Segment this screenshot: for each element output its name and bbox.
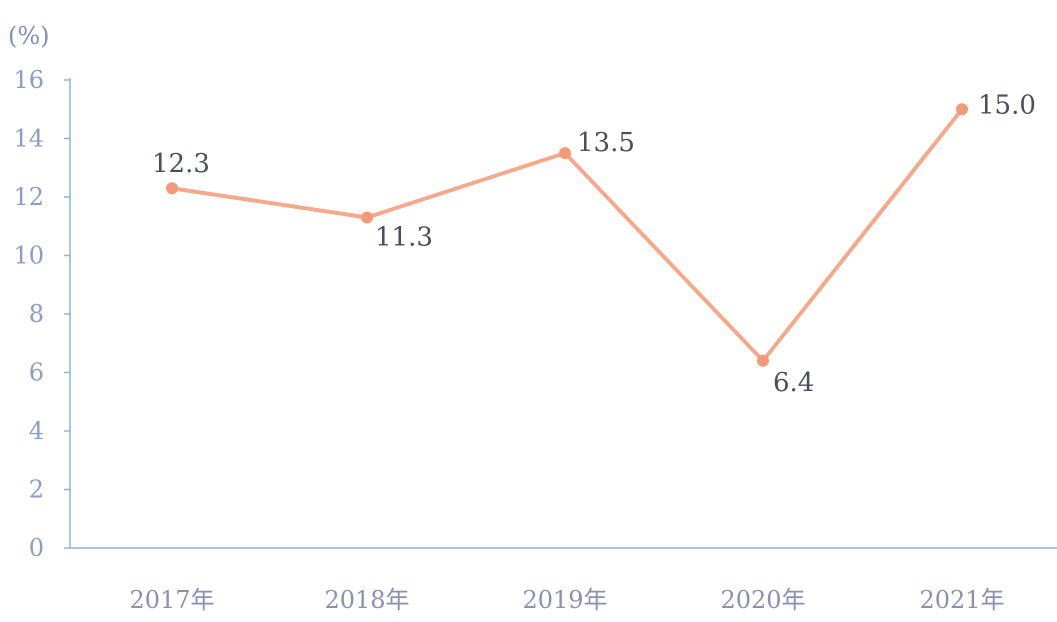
y-tick-label: 0 xyxy=(29,534,44,562)
data-point xyxy=(166,182,178,195)
y-tick-label: 16 xyxy=(13,66,44,94)
data-label: 6.4 xyxy=(773,368,814,398)
y-axis: 0 2 4 6 8 10 12 14 16 xyxy=(13,66,71,562)
series-line xyxy=(171,108,964,363)
data-point xyxy=(757,354,769,367)
data-label: 13.5 xyxy=(577,128,635,158)
y-tick-label: 12 xyxy=(13,183,44,211)
y-tick-label: 4 xyxy=(29,417,44,445)
data-label: 15.0 xyxy=(978,90,1036,120)
x-tick-label: 2019年 xyxy=(522,586,607,614)
x-tick-label: 2018年 xyxy=(324,586,409,614)
y-tick-label: 10 xyxy=(13,242,44,270)
y-tick-label: 2 xyxy=(29,476,44,504)
data-labels: 12.3 11.3 13.5 6.4 15.0 xyxy=(152,90,1036,398)
y-tick-label: 8 xyxy=(29,300,44,328)
x-tick-label: 2020年 xyxy=(720,586,805,614)
x-tick-label: 2021年 xyxy=(919,586,1004,614)
y-tick-label: 14 xyxy=(13,125,44,153)
series-line-group xyxy=(166,103,968,367)
x-axis: 2017年 2018年 2019年 2020年 2021年 xyxy=(70,547,1057,614)
data-label: 11.3 xyxy=(375,222,433,252)
x-tick-label: 2017年 xyxy=(129,586,214,614)
data-point xyxy=(361,211,373,224)
data-label: 12.3 xyxy=(152,149,210,179)
y-unit-label: (%) xyxy=(8,22,50,50)
y-tick-label: 6 xyxy=(29,359,44,387)
data-point xyxy=(559,147,571,160)
data-point xyxy=(956,103,968,116)
